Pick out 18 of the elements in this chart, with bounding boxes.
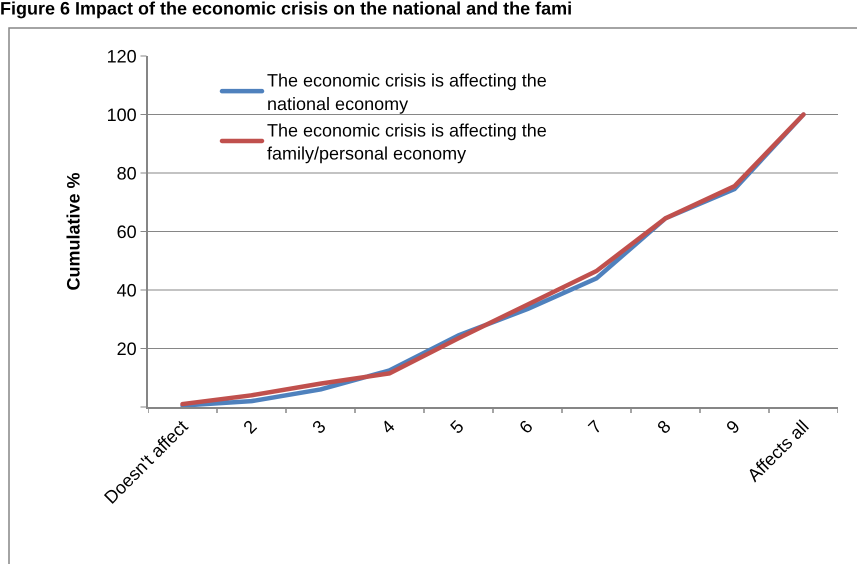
y-tick-label: 120 bbox=[106, 46, 137, 66]
x-tick-label: 4 bbox=[377, 416, 399, 438]
x-tick-label: 8 bbox=[653, 416, 675, 438]
legend-label: The economic crisis is affecting the national economy bbox=[267, 70, 547, 114]
x-tick-label: 7 bbox=[584, 416, 606, 438]
legend-label: The economic crisis is affecting the family/personal economy bbox=[267, 120, 547, 164]
x-tick-label: 5 bbox=[446, 416, 468, 438]
y-tick-label: 100 bbox=[106, 104, 137, 125]
x-tick-label: 3 bbox=[308, 416, 330, 438]
y-tick-label: 60 bbox=[116, 222, 137, 242]
x-tick-label: 2 bbox=[239, 416, 261, 438]
x-tick-label: 9 bbox=[722, 416, 744, 438]
y-axis-title: Cumulative % bbox=[63, 172, 84, 291]
y-tick-label: 80 bbox=[116, 163, 137, 184]
x-tick-label: 6 bbox=[515, 416, 537, 438]
y-tick-label: 40 bbox=[116, 280, 137, 300]
y-tick-label: 20 bbox=[116, 338, 137, 359]
chart-title: Figure 6 Impact of the economic crisis on the national and the fami bbox=[0, 0, 572, 19]
